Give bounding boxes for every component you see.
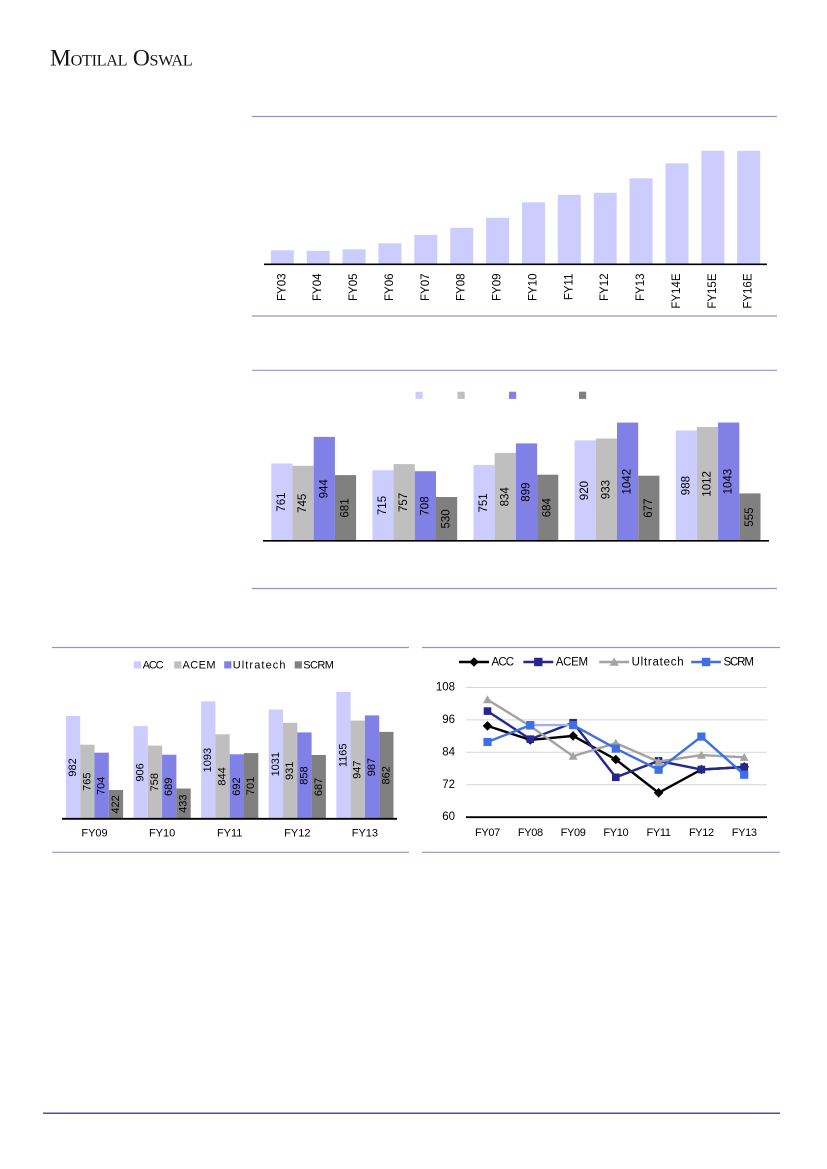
- svg-text:FY07: FY07: [420, 274, 432, 302]
- svg-text:FY11: FY11: [647, 827, 671, 839]
- svg-text:ACC: ACC: [492, 657, 514, 669]
- svg-text:ACC: ACC: [143, 659, 164, 671]
- svg-text:982: 982: [67, 758, 79, 776]
- svg-text:FY03: FY03: [276, 274, 288, 302]
- svg-text:FY13: FY13: [352, 828, 378, 840]
- svg-text:765: 765: [81, 773, 93, 791]
- svg-text:933: 933: [600, 480, 612, 499]
- svg-text:862: 862: [380, 766, 392, 784]
- svg-text:422: 422: [110, 795, 122, 813]
- svg-text:FY06: FY06: [384, 274, 396, 302]
- svg-text:FY11: FY11: [217, 828, 242, 840]
- svg-text:1043: 1043: [723, 469, 735, 495]
- svg-text:1012: 1012: [702, 471, 714, 497]
- svg-text:FY04: FY04: [312, 273, 324, 301]
- svg-text:FY12: FY12: [689, 827, 714, 839]
- svg-text:FY16E: FY16E: [743, 273, 755, 308]
- svg-text:SCRM: SCRM: [303, 659, 334, 671]
- svg-text:FY10: FY10: [149, 828, 175, 840]
- svg-text:FY13: FY13: [635, 274, 647, 302]
- svg-text:FY09: FY09: [561, 827, 586, 839]
- svg-text:906: 906: [135, 763, 147, 781]
- svg-text:FY10: FY10: [603, 827, 628, 839]
- svg-text:844: 844: [217, 767, 229, 785]
- svg-text:530: 530: [441, 509, 453, 528]
- svg-text:108: 108: [436, 682, 455, 694]
- svg-text:1042: 1042: [622, 469, 634, 495]
- svg-text:FY07: FY07: [475, 827, 500, 839]
- svg-text:96: 96: [442, 714, 455, 726]
- svg-text:687: 687: [313, 778, 325, 796]
- svg-text:858: 858: [298, 766, 310, 784]
- svg-text:1093: 1093: [202, 748, 214, 772]
- svg-text:FY08: FY08: [518, 827, 543, 839]
- svg-text:704: 704: [96, 777, 108, 795]
- svg-text:FY09: FY09: [492, 274, 504, 302]
- svg-text:Ultratech: Ultratech: [233, 659, 287, 671]
- svg-text:MOTILAL OSWAL: MOTILAL OSWAL: [50, 46, 192, 72]
- svg-text:FY05: FY05: [348, 274, 360, 302]
- svg-text:FY13: FY13: [732, 827, 757, 839]
- svg-text:708: 708: [419, 496, 431, 515]
- svg-text:433: 433: [178, 795, 190, 813]
- svg-text:692: 692: [231, 777, 243, 795]
- svg-text:689: 689: [163, 778, 175, 796]
- svg-text:FY15E: FY15E: [707, 273, 719, 308]
- svg-text:758: 758: [149, 773, 161, 791]
- svg-text:FY08: FY08: [456, 274, 468, 302]
- svg-text:72: 72: [442, 779, 455, 791]
- svg-text:84: 84: [442, 746, 455, 758]
- svg-text:FY14E: FY14E: [671, 273, 683, 308]
- svg-text:751: 751: [478, 493, 490, 512]
- svg-text:761: 761: [276, 493, 288, 512]
- svg-text:Ultratech: Ultratech: [632, 657, 685, 669]
- svg-text:834: 834: [499, 487, 511, 507]
- svg-text:931: 931: [284, 762, 296, 780]
- svg-text:ACEM: ACEM: [183, 659, 216, 671]
- svg-text:715: 715: [377, 496, 389, 515]
- svg-text:899: 899: [521, 483, 533, 502]
- svg-text:FY09: FY09: [81, 828, 107, 840]
- svg-text:684: 684: [542, 498, 554, 518]
- svg-text:681: 681: [340, 498, 352, 517]
- svg-text:FY12: FY12: [599, 274, 611, 302]
- svg-text:701: 701: [245, 777, 257, 795]
- svg-text:FY12: FY12: [284, 828, 310, 840]
- svg-text:555: 555: [744, 508, 756, 527]
- svg-text:947: 947: [352, 761, 364, 779]
- svg-text:1165: 1165: [337, 743, 349, 767]
- svg-text:920: 920: [579, 481, 591, 500]
- svg-text:FY10: FY10: [528, 274, 540, 302]
- svg-text:988: 988: [680, 476, 692, 495]
- svg-text:757: 757: [398, 493, 410, 512]
- svg-text:944: 944: [318, 479, 330, 499]
- svg-text:SCRM: SCRM: [724, 657, 754, 669]
- svg-text:FY11: FY11: [563, 274, 575, 301]
- svg-text:60: 60: [442, 811, 455, 823]
- svg-text:987: 987: [366, 758, 378, 776]
- svg-text:1031: 1031: [270, 752, 282, 776]
- svg-text:677: 677: [643, 499, 655, 518]
- svg-text:ACEM: ACEM: [556, 657, 588, 669]
- svg-text:745: 745: [297, 494, 309, 513]
